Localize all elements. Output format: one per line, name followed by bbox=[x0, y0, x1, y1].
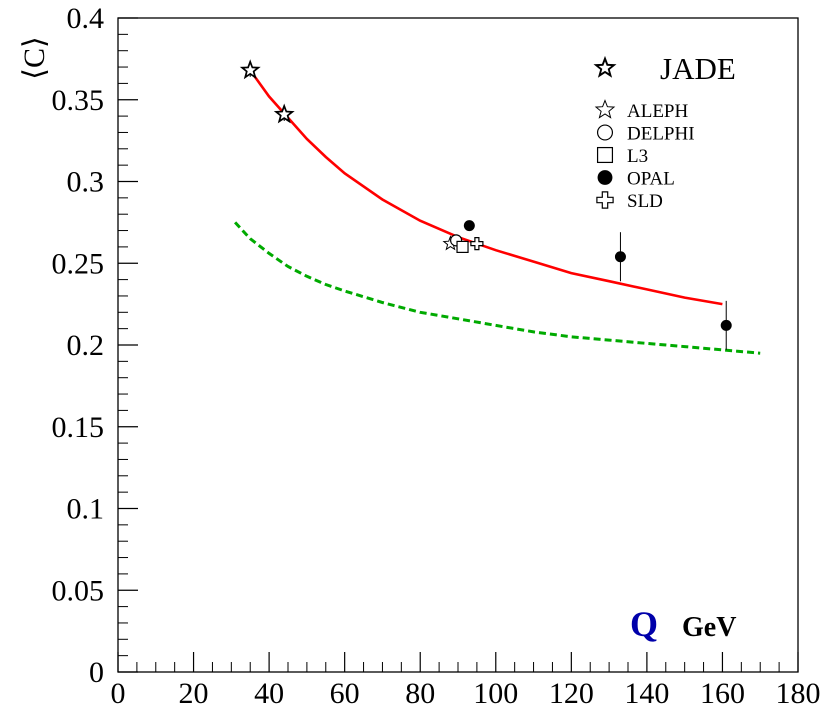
y-tick-label: 0.05 bbox=[52, 574, 105, 607]
fit-curve bbox=[249, 69, 723, 306]
x-tick-label: 40 bbox=[254, 677, 284, 706]
x-tick-label: 120 bbox=[549, 677, 594, 706]
x-tick-label: 180 bbox=[776, 677, 821, 706]
y-tick-label: 0.3 bbox=[67, 166, 105, 199]
x-tick-label: 100 bbox=[473, 677, 518, 706]
legend-label-sld: SLD bbox=[627, 191, 663, 212]
x-tick-label: 20 bbox=[179, 677, 209, 706]
plot-frame bbox=[117, 17, 799, 673]
legend-label-aleph: ALEPH bbox=[627, 101, 689, 122]
legend-marker-sld bbox=[596, 191, 614, 209]
jade-data-point bbox=[273, 103, 295, 124]
sld-data-point bbox=[470, 237, 484, 251]
jade-data-point bbox=[239, 59, 261, 80]
legend-marker-l3 bbox=[596, 146, 614, 164]
x-tick-label: 140 bbox=[624, 677, 669, 706]
reference-curve-dashed bbox=[233, 221, 761, 355]
y-tick-label: 0.35 bbox=[52, 84, 105, 117]
y-tick-label: 0.1 bbox=[67, 493, 105, 526]
y-tick-label: 0.4 bbox=[67, 2, 105, 35]
y-tick-label: 0.25 bbox=[52, 247, 105, 280]
legend-marker-delphi bbox=[596, 124, 614, 141]
l3-data-point bbox=[456, 240, 469, 253]
legend-label-l3: L3 bbox=[627, 146, 648, 167]
opal-data-point bbox=[720, 319, 732, 331]
x-axis-label-symbol: Q bbox=[630, 604, 658, 644]
legend-marker-aleph bbox=[594, 99, 616, 119]
legend-label-opal: OPAL bbox=[627, 169, 675, 190]
legend-label-jade: JADE bbox=[660, 51, 736, 86]
y-tick-label: 0.15 bbox=[52, 411, 105, 444]
data-points bbox=[239, 59, 732, 350]
legend-marker-opal bbox=[597, 170, 613, 185]
curves bbox=[233, 69, 761, 355]
y-axis: 0 0.05 0.1 0.15 0.2 0.25 0.3 0.35 0.4 bbox=[52, 2, 138, 689]
x-tick-label: 0 bbox=[111, 677, 126, 706]
opal-data-point bbox=[463, 220, 475, 232]
y-axis-label: ⟨C⟩ bbox=[18, 36, 51, 79]
x-tick-label: 80 bbox=[405, 677, 435, 706]
legend-label-delphi: DELPHI bbox=[627, 124, 695, 145]
x-axis: 0 20 40 60 80 100 120 140 160 180 bbox=[111, 652, 821, 706]
y-tick-label: 0.2 bbox=[67, 329, 105, 362]
x-tick-label: 160 bbox=[700, 677, 745, 706]
x-axis-label-unit: GeV bbox=[682, 612, 736, 643]
x-tick-label: 60 bbox=[330, 677, 360, 706]
y-tick-label: 0 bbox=[89, 656, 104, 689]
legend-marker-jade bbox=[593, 55, 617, 78]
opal-data-point bbox=[614, 251, 626, 263]
